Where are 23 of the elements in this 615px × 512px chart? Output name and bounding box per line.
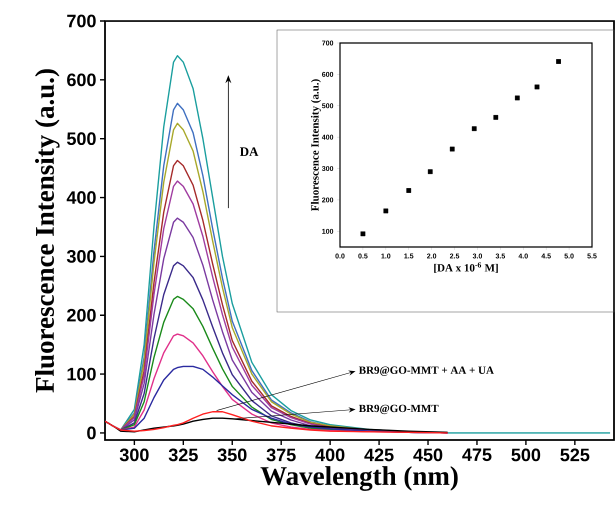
x-axis-title: Wavelength (nm) [260, 466, 458, 491]
y-tick-label: 600 [67, 73, 96, 86]
x-tick-label: 300 [120, 448, 149, 462]
y-tick-label: 500 [66, 132, 96, 146]
x-tick-label: 350 [218, 448, 247, 462]
x-tick-label: 525 [560, 448, 590, 462]
y-axis-title: Fluorescence Intensity (a.u.) [310, 79, 321, 212]
y-tick-label: 200 [67, 308, 96, 322]
y-axis-title: Fluorescence Intensity (a.u.) [35, 69, 60, 393]
x-tick-label: 325 [168, 448, 198, 462]
annotation: DA [240, 147, 258, 156]
y-tick-label: 700 [67, 14, 96, 28]
y-tick-label: 0 [87, 426, 96, 440]
x-tick-label: 425 [364, 448, 394, 462]
x-axis-title: [DA x 10$^{-6}$ M] [434, 262, 498, 273]
x-tick-label: 375 [266, 448, 296, 462]
x-tick-label: 450 [413, 448, 442, 462]
y-tick-label: 100 [68, 368, 96, 380]
y-tick-label: 400 [66, 191, 96, 204]
annotation: BR9@GO-MMT [358, 404, 438, 414]
x-tick-label: 500 [511, 448, 540, 462]
x-tick-label: 475 [462, 448, 492, 462]
annotation: BR9@GO-MMT + AA + UA [358, 366, 494, 376]
